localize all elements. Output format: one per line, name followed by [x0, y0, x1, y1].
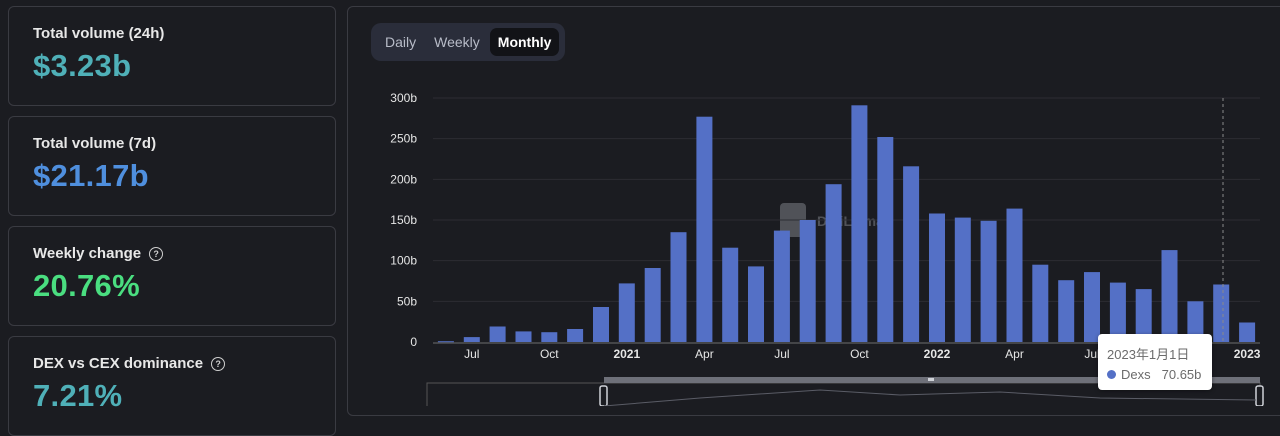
- bar[interactable]: [644, 268, 661, 342]
- stat-label-text: DEX vs CEX dominance: [33, 355, 204, 372]
- stat-label: Total volume (7d): [33, 135, 311, 152]
- help-icon[interactable]: ?: [149, 246, 164, 261]
- bar[interactable]: [980, 220, 997, 342]
- x-tick-label: 2021: [613, 347, 640, 361]
- bar[interactable]: [954, 217, 971, 342]
- bar[interactable]: [1006, 208, 1023, 342]
- bar[interactable]: [722, 247, 739, 342]
- x-tick-label: Apr: [1005, 347, 1024, 361]
- y-tick-label: 250b: [390, 132, 417, 146]
- x-tick-label: Oct: [540, 347, 559, 361]
- zoom-handle-right[interactable]: [1255, 385, 1264, 406]
- bar[interactable]: [851, 105, 868, 342]
- x-tick-label: Jul: [464, 347, 479, 361]
- bar[interactable]: [437, 341, 454, 343]
- help-icon[interactable]: ?: [211, 356, 226, 371]
- series-dot-icon: [1107, 370, 1116, 379]
- tab-weekly[interactable]: Weekly: [434, 34, 480, 50]
- tab-daily[interactable]: Daily: [385, 34, 417, 50]
- y-tick-label: 200b: [390, 172, 417, 186]
- bar[interactable]: [696, 116, 713, 342]
- bar[interactable]: [1239, 322, 1256, 343]
- x-tick-label: 2023: [1234, 347, 1261, 361]
- zoom-preview-line: [603, 389, 1257, 406]
- bar[interactable]: [773, 230, 790, 342]
- bar[interactable]: [541, 332, 558, 342]
- bar[interactable]: [515, 331, 532, 342]
- stat-label-text: Total volume (7d): [33, 135, 157, 152]
- stat-card-weekly-change: Weekly change ? 20.76%: [8, 226, 336, 326]
- bar[interactable]: [929, 213, 945, 343]
- bar[interactable]: [1213, 284, 1230, 343]
- chart-tooltip: 2023年1月1日 Dexs 70.65b: [1098, 334, 1212, 390]
- stat-label-text: Total volume (24h): [33, 25, 165, 42]
- bar[interactable]: [903, 166, 920, 342]
- stat-label: Total volume (24h): [33, 25, 311, 42]
- y-tick-label: 300b: [390, 91, 417, 105]
- bar[interactable]: [877, 137, 894, 342]
- data-zoom-slider[interactable]: [426, 377, 1264, 406]
- bar[interactable]: [1032, 264, 1049, 342]
- bar[interactable]: [799, 220, 816, 342]
- bar[interactable]: [1187, 301, 1204, 342]
- stat-label: Weekly change ?: [33, 245, 311, 262]
- tooltip-row: Dexs 70.65b: [1107, 367, 1203, 382]
- y-tick-label: 50b: [397, 294, 417, 308]
- bar[interactable]: [1058, 280, 1075, 342]
- tooltip-value: 70.65b: [1161, 367, 1202, 382]
- stat-value: $3.23b: [33, 48, 132, 83]
- y-tick-label: 100b: [390, 254, 417, 268]
- bar[interactable]: [670, 232, 687, 342]
- y-tick-label: 0: [410, 335, 417, 349]
- zoom-handle-left[interactable]: [599, 385, 608, 406]
- stat-card-volume-7d: Total volume (7d) $21.17b: [8, 116, 336, 216]
- x-tick-label: 2022: [924, 347, 951, 361]
- bar[interactable]: [463, 337, 480, 342]
- bar[interactable]: [593, 307, 609, 342]
- bar[interactable]: [1109, 282, 1126, 342]
- x-tick-label: Oct: [850, 347, 869, 361]
- bar[interactable]: [748, 266, 764, 342]
- tooltip-date: 2023年1月1日: [1107, 347, 1190, 362]
- zoom-grip-icon: [928, 378, 934, 381]
- tooltip-series: Dexs: [1121, 367, 1151, 382]
- tab-monthly[interactable]: Monthly: [489, 28, 560, 56]
- bar[interactable]: [825, 184, 842, 342]
- bar[interactable]: [489, 326, 506, 343]
- x-tick-label: Jul: [774, 347, 789, 361]
- bar[interactable]: [1084, 272, 1100, 342]
- bar[interactable]: [618, 283, 635, 342]
- bar[interactable]: [1161, 250, 1178, 342]
- interval-tabs: Daily Weekly Monthly: [371, 23, 566, 61]
- x-tick-label: Apr: [695, 347, 714, 361]
- stat-label: DEX vs CEX dominance ?: [33, 355, 311, 372]
- x-tick-label: Jul: [1084, 347, 1099, 361]
- stat-value: 20.76%: [33, 268, 140, 303]
- y-tick-label: 150b: [390, 213, 417, 227]
- stat-card-volume-24h: Total volume (24h) $3.23b: [8, 6, 336, 106]
- stat-label-text: Weekly change: [33, 245, 142, 262]
- bar[interactable]: [567, 329, 584, 342]
- bar[interactable]: [1135, 289, 1152, 342]
- stat-value: $21.17b: [33, 158, 149, 193]
